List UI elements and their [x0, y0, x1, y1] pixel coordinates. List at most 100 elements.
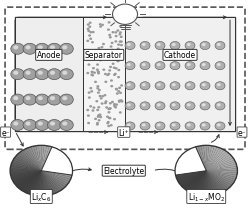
- Circle shape: [90, 74, 93, 76]
- Wedge shape: [181, 155, 206, 171]
- Circle shape: [202, 64, 206, 67]
- Circle shape: [116, 93, 119, 95]
- Circle shape: [172, 44, 176, 47]
- Wedge shape: [41, 171, 66, 187]
- Circle shape: [200, 62, 210, 70]
- Wedge shape: [177, 162, 206, 171]
- Circle shape: [23, 69, 36, 80]
- Circle shape: [97, 71, 100, 74]
- Wedge shape: [11, 169, 41, 171]
- Bar: [15, 18, 235, 131]
- Circle shape: [217, 124, 221, 127]
- Circle shape: [90, 71, 94, 74]
- Wedge shape: [178, 159, 206, 171]
- Wedge shape: [41, 164, 72, 171]
- Circle shape: [97, 92, 100, 94]
- Circle shape: [109, 37, 112, 39]
- Wedge shape: [206, 169, 237, 171]
- Wedge shape: [206, 171, 237, 175]
- Circle shape: [215, 122, 225, 130]
- Circle shape: [97, 116, 100, 118]
- Wedge shape: [36, 146, 41, 171]
- Circle shape: [118, 101, 121, 103]
- Circle shape: [13, 71, 18, 75]
- Wedge shape: [41, 171, 46, 195]
- Circle shape: [110, 46, 112, 49]
- Circle shape: [115, 36, 118, 38]
- Circle shape: [86, 29, 90, 31]
- Circle shape: [89, 38, 92, 41]
- Wedge shape: [14, 159, 41, 171]
- Wedge shape: [206, 162, 236, 171]
- Circle shape: [97, 73, 100, 75]
- Circle shape: [104, 102, 107, 105]
- Circle shape: [120, 45, 123, 47]
- Wedge shape: [11, 171, 41, 175]
- Circle shape: [50, 122, 55, 126]
- Circle shape: [98, 120, 100, 122]
- Wedge shape: [180, 157, 206, 171]
- Circle shape: [120, 41, 123, 44]
- Circle shape: [108, 112, 110, 114]
- Circle shape: [26, 122, 30, 126]
- Circle shape: [217, 84, 221, 87]
- Circle shape: [200, 82, 210, 90]
- Wedge shape: [11, 166, 41, 171]
- Circle shape: [10, 146, 72, 196]
- Circle shape: [127, 84, 131, 87]
- Text: Anode: Anode: [37, 51, 61, 60]
- Circle shape: [90, 51, 93, 54]
- Wedge shape: [206, 171, 234, 183]
- Circle shape: [108, 22, 110, 24]
- Wedge shape: [175, 147, 206, 175]
- Wedge shape: [12, 162, 41, 171]
- Circle shape: [35, 120, 49, 131]
- Wedge shape: [206, 146, 214, 171]
- Wedge shape: [41, 171, 44, 196]
- Circle shape: [157, 64, 161, 67]
- Circle shape: [112, 63, 115, 66]
- Circle shape: [155, 102, 165, 110]
- Wedge shape: [206, 171, 236, 179]
- Wedge shape: [38, 171, 41, 196]
- Wedge shape: [206, 149, 224, 171]
- Circle shape: [62, 122, 67, 126]
- Wedge shape: [31, 171, 41, 195]
- Circle shape: [38, 96, 43, 101]
- Wedge shape: [41, 157, 68, 171]
- Wedge shape: [15, 157, 41, 171]
- Circle shape: [86, 109, 89, 112]
- Circle shape: [187, 64, 191, 67]
- Circle shape: [97, 115, 100, 117]
- Circle shape: [127, 124, 131, 127]
- Circle shape: [91, 42, 94, 44]
- Circle shape: [102, 44, 105, 46]
- Wedge shape: [41, 171, 54, 194]
- Wedge shape: [24, 171, 41, 192]
- Circle shape: [185, 82, 195, 90]
- Circle shape: [185, 62, 195, 70]
- Circle shape: [98, 114, 102, 116]
- Wedge shape: [178, 160, 206, 171]
- Circle shape: [101, 103, 104, 105]
- Wedge shape: [206, 160, 235, 171]
- Circle shape: [86, 40, 89, 43]
- Wedge shape: [206, 171, 214, 195]
- Circle shape: [48, 120, 61, 131]
- Circle shape: [92, 110, 94, 112]
- Wedge shape: [186, 171, 206, 191]
- Circle shape: [155, 62, 165, 70]
- Wedge shape: [206, 146, 212, 171]
- Wedge shape: [206, 171, 228, 190]
- Wedge shape: [206, 147, 217, 171]
- Circle shape: [127, 64, 131, 67]
- Wedge shape: [206, 171, 236, 177]
- Wedge shape: [41, 159, 69, 171]
- Circle shape: [200, 102, 210, 110]
- Wedge shape: [12, 171, 41, 181]
- Circle shape: [113, 74, 116, 77]
- Circle shape: [108, 34, 111, 37]
- Wedge shape: [12, 160, 41, 171]
- Circle shape: [96, 86, 99, 88]
- Circle shape: [107, 52, 110, 54]
